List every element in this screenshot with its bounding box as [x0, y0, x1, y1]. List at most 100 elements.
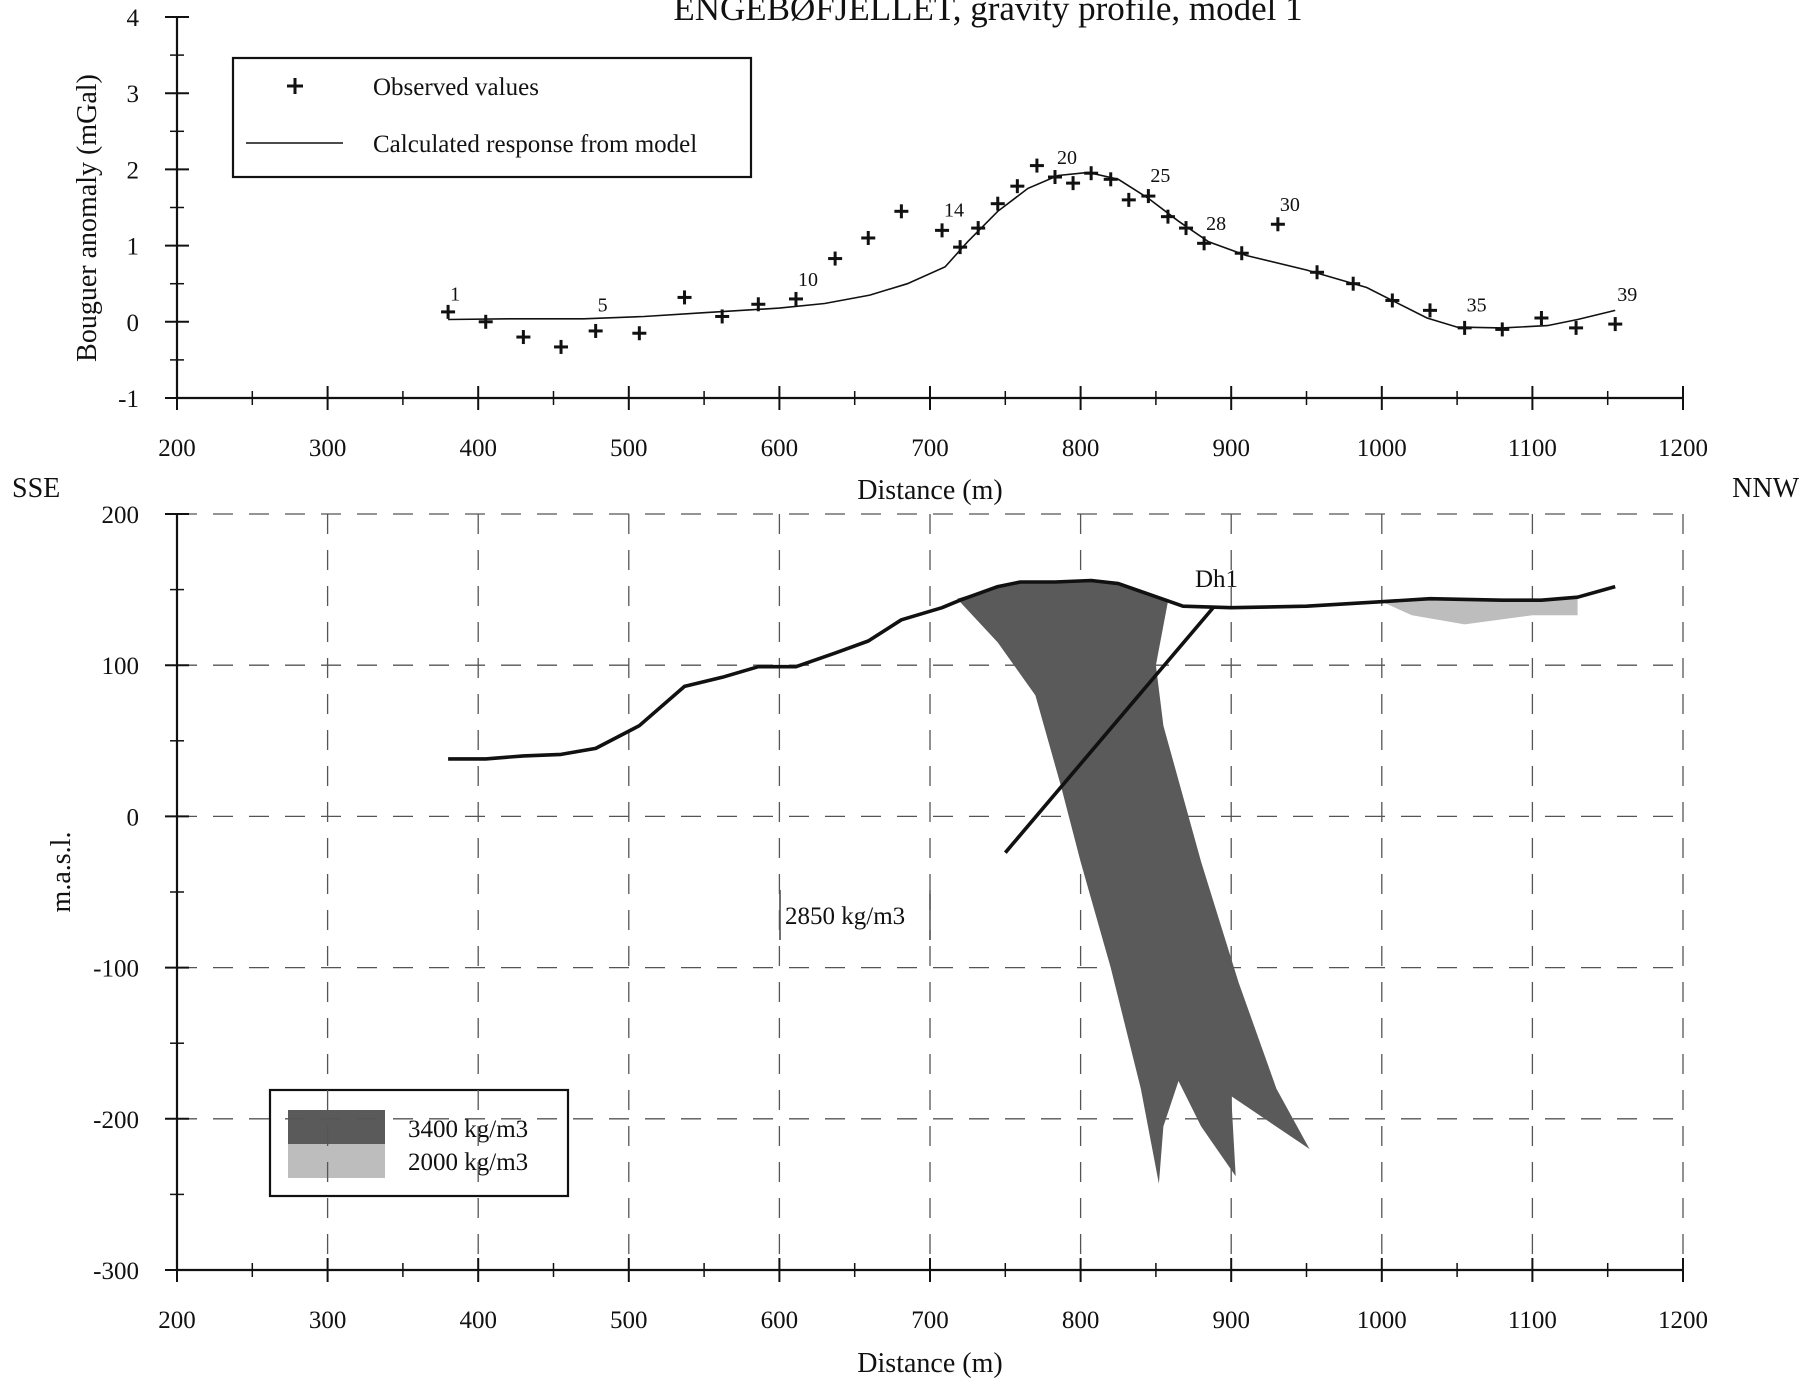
- top-y-tick-label: -1: [118, 386, 139, 413]
- observed-point: [1029, 158, 1044, 173]
- station-number-label: 10: [798, 269, 818, 291]
- bottom-x-tick-label: 300: [309, 1307, 347, 1334]
- bottom-x-tick-label: 400: [459, 1307, 497, 1334]
- top-x-tick-label: 300: [309, 435, 347, 462]
- observed-point: [1121, 192, 1136, 207]
- observed-point: [894, 204, 909, 219]
- observed-point: [1234, 246, 1249, 261]
- background-density-label: 2850 kg/m3: [785, 903, 905, 930]
- bottom-y-axis-title: m.a.s.l.: [46, 832, 77, 913]
- top-x-tick-label: 600: [761, 435, 799, 462]
- top-y-axis-title: Bouguer anomaly (mGal): [72, 74, 103, 362]
- observed-point: [1179, 221, 1194, 236]
- top-x-tick-label: 1100: [1508, 435, 1557, 462]
- station-number-label: 28: [1206, 213, 1226, 235]
- observed-point: [1066, 176, 1081, 191]
- legend-swatch-3400: [288, 1110, 385, 1144]
- observed-point: [1047, 170, 1062, 185]
- observed-point: [554, 339, 569, 354]
- density-body-2000: [1381, 597, 1578, 625]
- bottom-x-tick-label: 900: [1212, 1307, 1250, 1334]
- bottom-y-tick-label: -100: [93, 956, 139, 983]
- observed-point: [1608, 317, 1623, 332]
- bottom-y-tick-label: 100: [102, 653, 140, 680]
- observed-point: [1197, 236, 1212, 251]
- observed-point: [715, 309, 730, 324]
- top-x-tick-label: 200: [158, 435, 196, 462]
- legend-2000-label: 2000 kg/m3: [408, 1149, 528, 1176]
- observed-point: [990, 196, 1005, 211]
- top-x-tick-label: 900: [1212, 435, 1250, 462]
- chart-title: ENGEBØFJELLET, gravity profile, model 1: [673, 0, 1302, 28]
- bottom-x-tick-label: 600: [761, 1307, 799, 1334]
- top-x-tick-label: 1200: [1658, 435, 1708, 462]
- station-number-label: 5: [598, 295, 608, 317]
- observed-point: [588, 323, 603, 338]
- bottom-y-tick-label: -200: [93, 1107, 139, 1134]
- calculated-response-line: [448, 171, 1616, 329]
- observed-point: [751, 297, 766, 312]
- top-y-tick-label: 2: [127, 157, 140, 184]
- observed-point: [1346, 276, 1361, 291]
- bottom-x-tick-label: 200: [158, 1307, 196, 1334]
- top-x-tick-label: 1000: [1357, 435, 1407, 462]
- top-y-tick-label: 1: [127, 234, 140, 261]
- top-legend: Observed values Calculated response from…: [231, 56, 753, 179]
- drillhole-line: [1003, 606, 1215, 854]
- top-legend-box: [231, 56, 753, 179]
- topography-line: [448, 578, 1616, 761]
- observed-point: [441, 304, 456, 319]
- bottom-x-tick-label: 800: [1062, 1307, 1100, 1334]
- legend-calculated-label: Calculated response from model: [373, 131, 697, 158]
- bottom-y-tick-label: 0: [127, 804, 140, 831]
- observed-point: [1310, 265, 1325, 280]
- observed-point: [677, 290, 692, 305]
- bottom-y-tick-label: -300: [93, 1258, 139, 1285]
- bottom-legend: 3400 kg/m3 2000 kg/m3: [268, 1088, 570, 1198]
- observed-point: [971, 221, 986, 236]
- observed-point: [478, 314, 493, 329]
- bottom-x-tick-label: 1000: [1357, 1307, 1407, 1334]
- top-x-tick-label: 800: [1062, 435, 1100, 462]
- observed-point: [1160, 209, 1175, 224]
- observed-point: [1385, 293, 1400, 308]
- top-x-tick-label: 500: [610, 435, 648, 462]
- bottom-x-tick-label: 1100: [1508, 1307, 1557, 1334]
- bottom-x-tick-label: 500: [610, 1307, 648, 1334]
- bottom-x-tick-label: 700: [911, 1307, 949, 1334]
- observed-point: [1103, 172, 1118, 187]
- observed-point: [1422, 303, 1437, 318]
- observed-point: [953, 240, 968, 255]
- direction-left-label: SSE: [12, 473, 60, 504]
- station-number-label: 30: [1280, 194, 1300, 216]
- top-y-tick-label: 3: [127, 81, 140, 108]
- observed-point: [632, 326, 647, 341]
- top-x-tick-label: 700: [911, 435, 949, 462]
- observed-point: [935, 223, 950, 238]
- observed-point: [1270, 217, 1285, 232]
- bottom-x-tick-label: 1200: [1658, 1307, 1708, 1334]
- top-x-tick-label: 400: [459, 435, 497, 462]
- observed-point: [1141, 189, 1156, 204]
- observed-point: [1084, 166, 1099, 181]
- legend-swatch-2000: [288, 1144, 385, 1178]
- observed-point: [1010, 179, 1025, 194]
- observed-point: [1534, 310, 1549, 325]
- bottom-x-axis-title: Distance (m): [857, 1348, 1002, 1379]
- top-y-tick-label: 0: [127, 310, 140, 337]
- legend-3400-label: 3400 kg/m3: [408, 1116, 528, 1143]
- density-body-3400: [957, 580, 1310, 1184]
- bottom-plot-area: 200 300 400 500 600 700 800 900 1000 1100 1200-300…: [93, 502, 1708, 1334]
- legend-observed-marker: [287, 78, 303, 94]
- legend-observed-label: Observed values: [373, 74, 539, 101]
- station-number-label: 25: [1150, 165, 1170, 187]
- observed-point: [1457, 320, 1472, 335]
- observed-point: [516, 330, 531, 345]
- top-plot-area: 200 300 400 500 600 700 800 900 1000 1100 1200 -1 0 1…: [118, 5, 1708, 462]
- observed-point: [861, 230, 876, 245]
- observed-point: [1569, 320, 1584, 335]
- station-number-label: 14: [944, 199, 964, 221]
- station-number-label: 20: [1057, 147, 1077, 169]
- top-y-tick-label: 4: [127, 5, 140, 32]
